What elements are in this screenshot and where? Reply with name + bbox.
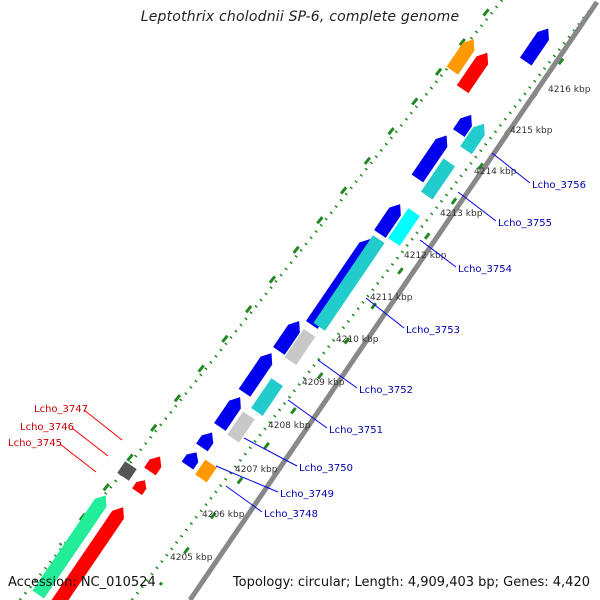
- leader-line-red: [83, 409, 123, 441]
- lane2-cds-6: [420, 158, 456, 200]
- forward-cds-2: [196, 432, 214, 452]
- scale-label: 4211 kbp: [370, 293, 413, 303]
- label-layer: 4205 kbp 4206 kbp 4207 kbp 4208 kbp 4209 kbp…: [8, 85, 591, 563]
- scale-label: 4214 kbp: [474, 167, 517, 177]
- leader-line: [243, 437, 298, 467]
- scale-label: 4207 kbp: [235, 465, 278, 475]
- backbone: [187, 0, 600, 600]
- orange-cds-small: [195, 459, 217, 483]
- lane2-cds-2: [251, 378, 283, 416]
- forward-cds-8: [411, 135, 448, 183]
- scale-label: 4213 kbp: [440, 209, 483, 219]
- scale-label: 4216 kbp: [548, 85, 591, 95]
- leader-line-red: [71, 427, 109, 457]
- forward-cds-4: [238, 353, 273, 397]
- lane2-cds-4: [313, 235, 385, 331]
- leader-line: [215, 465, 279, 493]
- dotted-guides: [18, 0, 592, 600]
- lane2-cds-3: [284, 329, 316, 365]
- gene-label: Lcho_3748: [264, 509, 318, 520]
- lane2-cds-5: [388, 208, 420, 246]
- leader-line: [457, 191, 497, 222]
- scale-label: 4210 kbp: [336, 335, 379, 345]
- gene-label: Lcho_3754: [458, 264, 512, 275]
- tick-mark-row-inner: [158, 29, 587, 586]
- lane2-cds-7: [460, 123, 485, 155]
- scale-label: 4215 kbp: [510, 126, 553, 136]
- tick-mark-row: [58, 4, 494, 546]
- map-title: Leptothrix cholodnii SP-6, complete geno…: [140, 9, 460, 25]
- forward-cds-9: [453, 114, 472, 138]
- forward-cds-10: [519, 28, 549, 66]
- leader-line: [225, 485, 263, 513]
- reverse-cds-3745: [144, 456, 162, 476]
- gene-label-red: Lcho_3745: [8, 438, 62, 449]
- leader-line: [287, 399, 328, 429]
- orange-cds-top: [446, 39, 475, 75]
- accession-label: Accession: NC_010524: [8, 575, 156, 590]
- forward-cds-7: [374, 204, 401, 238]
- forward-cds-1: [181, 452, 199, 470]
- leader-line: [491, 152, 531, 184]
- gene-label-red: Lcho_3747: [34, 404, 88, 415]
- gene-label: Lcho_3751: [329, 425, 383, 436]
- gene-label: Lcho_3750: [299, 463, 353, 474]
- backbone-line: [187, 0, 600, 600]
- gene-label: Lcho_3756: [532, 180, 586, 191]
- green-cds-long: [32, 495, 107, 599]
- topology-label: Topology: circular; Length: 4,909,403 bp…: [232, 575, 590, 590]
- gene-label: Lcho_3755: [498, 218, 552, 229]
- gene-label: Lcho_3752: [359, 385, 413, 396]
- scale-label: 4206 kbp: [202, 510, 245, 520]
- reverse-cds-long: [51, 507, 124, 600]
- scale-label: 4209 kbp: [302, 378, 345, 388]
- lane2-cds-1: [227, 411, 255, 443]
- inner-dotted-guide: [130, 9, 592, 600]
- reverse-cds-3746: [132, 480, 147, 496]
- gene-label-red: Lcho_3746: [20, 422, 74, 433]
- forward-cds-3: [214, 397, 241, 431]
- feature-track: [32, 28, 549, 600]
- forward-cds-6: [305, 239, 371, 329]
- forward-cds-5: [273, 321, 300, 355]
- leader-line: [365, 297, 405, 329]
- gene-label: Lcho_3753: [406, 325, 460, 336]
- leader-line: [317, 359, 358, 389]
- gene-label: Lcho_3749: [280, 489, 334, 500]
- reverse-cds-top: [456, 52, 489, 94]
- scale-label: 4205 kbp: [170, 553, 213, 563]
- scale-label: 4208 kbp: [268, 421, 311, 431]
- leader-line-red: [59, 443, 97, 473]
- scale-label: 4212 kbp: [404, 251, 447, 261]
- grey-cds-3747: [117, 461, 137, 481]
- leader-line: [419, 239, 457, 268]
